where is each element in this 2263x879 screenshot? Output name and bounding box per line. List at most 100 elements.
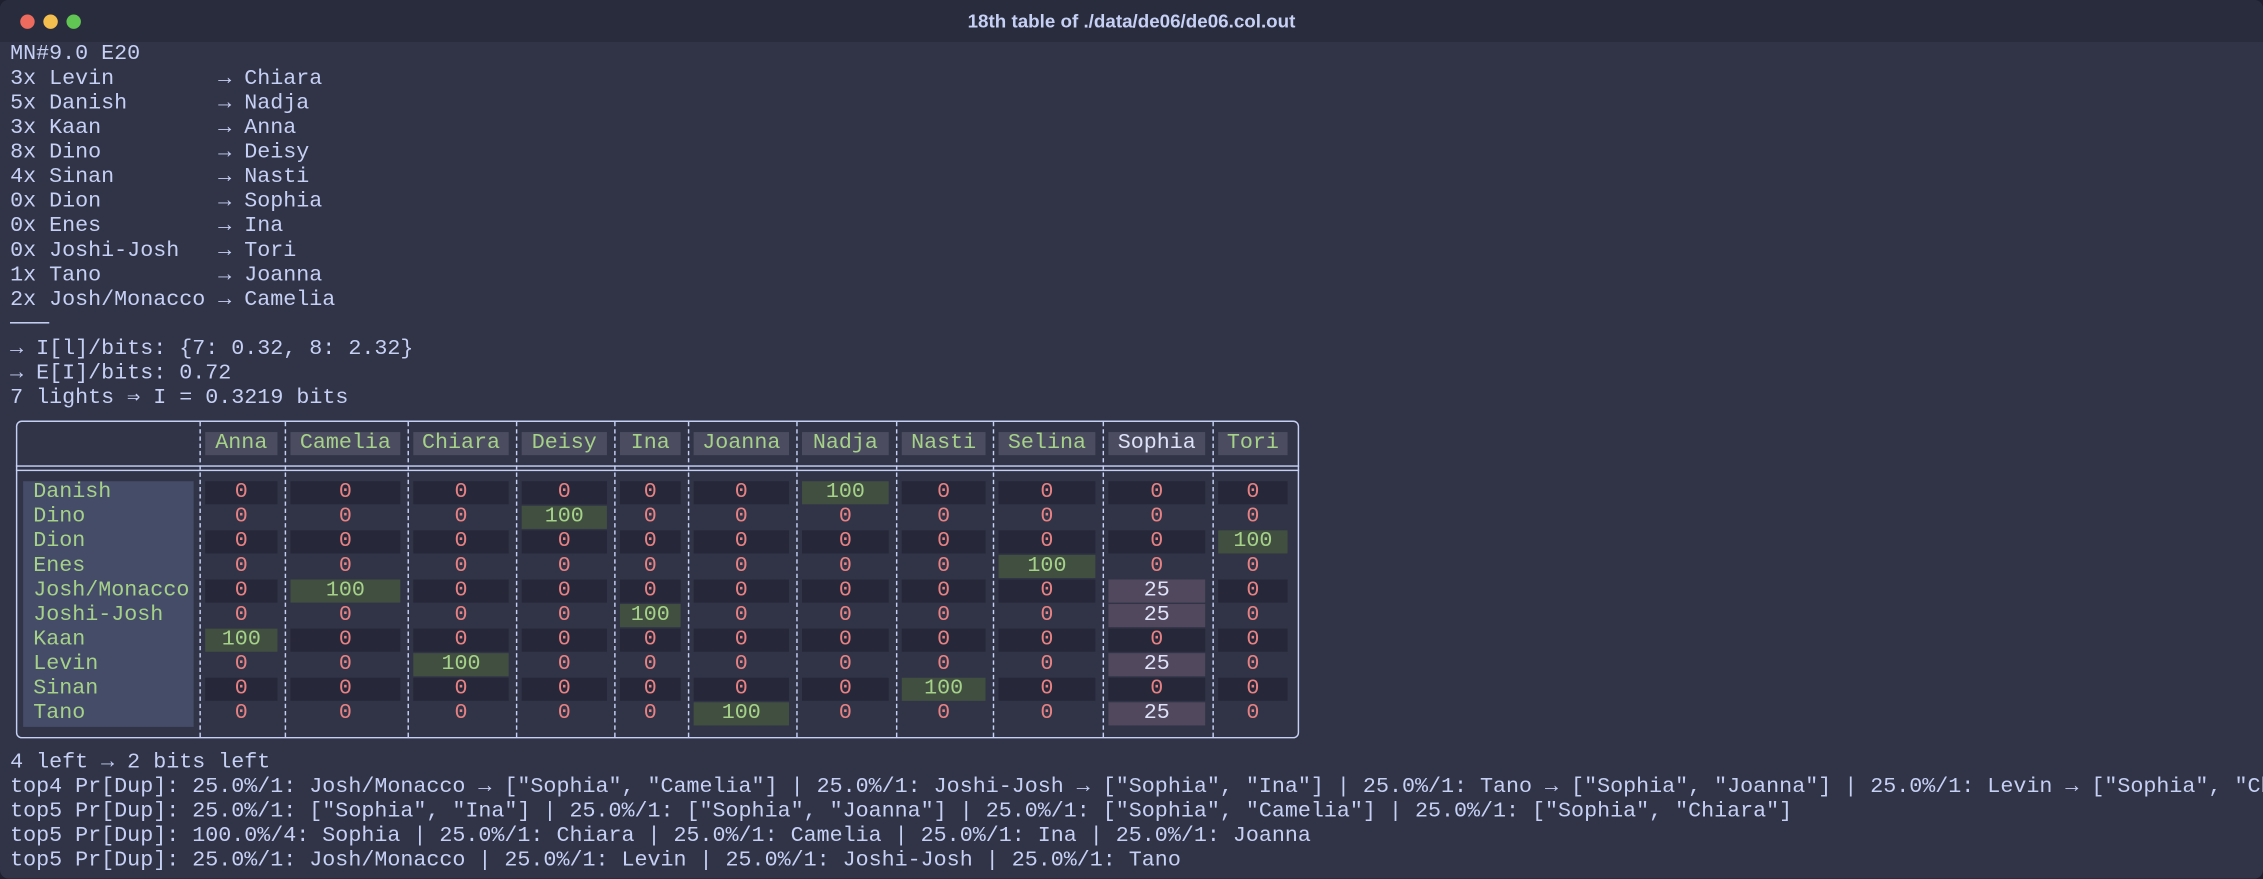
table-cell: 0 — [1040, 651, 1054, 677]
table-cell: 100 — [413, 652, 509, 677]
row-header: Kaan — [33, 627, 86, 652]
table-cell: 0 — [1218, 579, 1288, 603]
table-cell: 0 — [802, 579, 889, 603]
table-cell: 0 — [998, 579, 1096, 603]
table-cell: 25 — [1108, 702, 1206, 726]
table-cell: 0 — [643, 700, 657, 726]
table-cell: 0 — [901, 530, 986, 554]
column-divider — [992, 421, 995, 737]
table-border — [15, 420, 1300, 739]
table-cell: 0 — [338, 553, 352, 579]
table-cell: 100 — [619, 603, 681, 628]
table-cell: 0 — [413, 628, 509, 652]
table-cell: 0 — [1040, 504, 1054, 529]
table-cell: 100 — [998, 554, 1096, 579]
text-line: 4 left → 2 bits left — [10, 749, 271, 775]
text-line: 5x Danish → Nadja — [10, 91, 310, 116]
table-cell: 0 — [937, 651, 951, 677]
table-cell: 25 — [1108, 579, 1206, 603]
table-cell: 0 — [619, 530, 681, 554]
column-divider — [407, 421, 409, 737]
table-cell: 0 — [1246, 504, 1260, 529]
table-cell: 0 — [1108, 480, 1206, 505]
table-cell: 0 — [290, 628, 401, 652]
text-line: top5 Pr[Dup]: 25.0%/1: ["Sophia", "Ina"]… — [10, 799, 1793, 824]
text-line: ─── — [10, 312, 50, 337]
table-cell: 0 — [1040, 700, 1054, 726]
table-cell: 0 — [290, 530, 401, 554]
table-cell: 0 — [802, 677, 889, 701]
table-cell: 0 — [937, 553, 951, 579]
table-cell: 0 — [619, 677, 681, 701]
table-cell: 0 — [413, 530, 509, 554]
table-cell: 0 — [734, 553, 748, 579]
table-cell: 0 — [838, 504, 852, 529]
table-cell: 0 — [1218, 480, 1288, 505]
table-cell: 0 — [901, 579, 986, 603]
table-cell: 0 — [234, 700, 248, 726]
table-cell: 0 — [838, 553, 852, 579]
table-cell: 0 — [901, 480, 986, 505]
text-line: top4 Pr[Dup]: 25.0%/1: Josh/Monacco → ["… — [10, 774, 2263, 800]
table-cell: 0 — [802, 530, 889, 554]
table-cell: 0 — [454, 504, 468, 529]
table-cell: 0 — [521, 677, 607, 701]
table-cell: 0 — [557, 602, 571, 628]
table-cell: 0 — [1150, 504, 1164, 529]
table-cell: 0 — [937, 504, 951, 529]
table-cell: 25 — [1108, 603, 1206, 628]
column-divider — [895, 421, 898, 737]
table-cell: 0 — [1218, 677, 1288, 701]
table-cell: 0 — [454, 553, 468, 579]
table-cell: 0 — [693, 579, 790, 603]
table-cell: 0 — [557, 700, 571, 726]
text-line: → I[l]/bits: {7: 0.32, 8: 2.32} — [10, 336, 414, 362]
column-header: Deisy — [521, 431, 607, 456]
table-cell: 0 — [1246, 651, 1260, 677]
table-cell: 0 — [205, 530, 278, 554]
table-cell: 0 — [205, 579, 278, 603]
text-line: 1x Tano → Joanna — [10, 263, 323, 288]
row-header: Dion — [33, 528, 86, 554]
minimize-button[interactable] — [43, 14, 58, 29]
table-cell: 0 — [937, 602, 951, 628]
table-cell: 0 — [998, 530, 1096, 554]
text-line: 0x Joshi-Josh → Tori — [10, 238, 297, 264]
maximize-button[interactable] — [66, 14, 81, 29]
column-header: Selina — [998, 431, 1096, 456]
table-cell: 0 — [838, 602, 852, 628]
table-cell: 0 — [734, 504, 748, 529]
table-cell: 0 — [693, 677, 790, 701]
table-cell: 0 — [643, 651, 657, 677]
column-header: Nadja — [802, 431, 889, 456]
table-cell: 0 — [290, 677, 401, 701]
text-line: 4x Sinan → Nasti — [10, 164, 310, 190]
column-header: Tori — [1218, 431, 1288, 456]
table-cell: 0 — [838, 700, 852, 726]
column-divider — [796, 421, 798, 737]
table-cell: 0 — [234, 602, 248, 628]
table-cell: 0 — [234, 651, 248, 677]
column-divider — [515, 421, 518, 737]
row-header: Dino — [33, 504, 86, 529]
table-cell: 0 — [205, 677, 278, 701]
row-header: Enes — [33, 553, 86, 579]
text-line: MN#9.0 E20 — [10, 41, 141, 67]
title-bar: 18th table of ./data/de06/de06.col.out — [0, 0, 2263, 42]
table-cell: 0 — [734, 602, 748, 628]
column-header: Ina — [619, 431, 681, 456]
table-cell: 0 — [998, 628, 1096, 652]
table-cell: 100 — [901, 677, 986, 701]
close-button[interactable] — [20, 14, 35, 29]
column-divider — [687, 421, 690, 737]
row-header: Levin — [33, 651, 99, 677]
column-header: Camelia — [290, 431, 401, 456]
table-cell: 0 — [234, 553, 248, 579]
column-divider — [614, 421, 616, 737]
table-cell: 0 — [454, 602, 468, 628]
table-cell: 0 — [557, 651, 571, 677]
text-line: 8x Dino → Deisy — [10, 140, 310, 165]
table-cell: 0 — [693, 480, 790, 505]
